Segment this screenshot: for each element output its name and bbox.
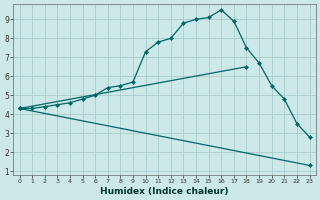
X-axis label: Humidex (Indice chaleur): Humidex (Indice chaleur) [100,187,229,196]
